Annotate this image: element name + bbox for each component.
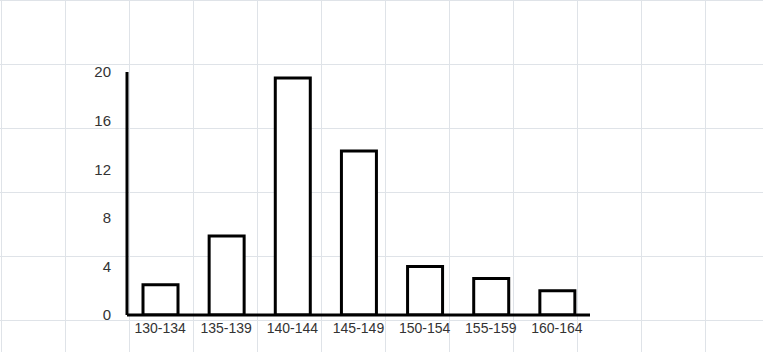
svg-text:160-164: 160-164 xyxy=(531,320,583,336)
svg-text:130-134: 130-134 xyxy=(134,320,186,336)
svg-text:155-159: 155-159 xyxy=(465,320,517,336)
svg-text:0: 0 xyxy=(103,306,111,323)
svg-text:145-149: 145-149 xyxy=(333,320,385,336)
svg-text:20: 20 xyxy=(94,63,111,80)
svg-text:12: 12 xyxy=(94,161,111,178)
svg-text:140-144: 140-144 xyxy=(267,320,319,336)
svg-text:150-154: 150-154 xyxy=(399,320,451,336)
svg-text:16: 16 xyxy=(94,112,111,129)
svg-text:4: 4 xyxy=(103,258,111,275)
svg-text:8: 8 xyxy=(103,209,111,226)
svg-text:135-139: 135-139 xyxy=(201,320,253,336)
